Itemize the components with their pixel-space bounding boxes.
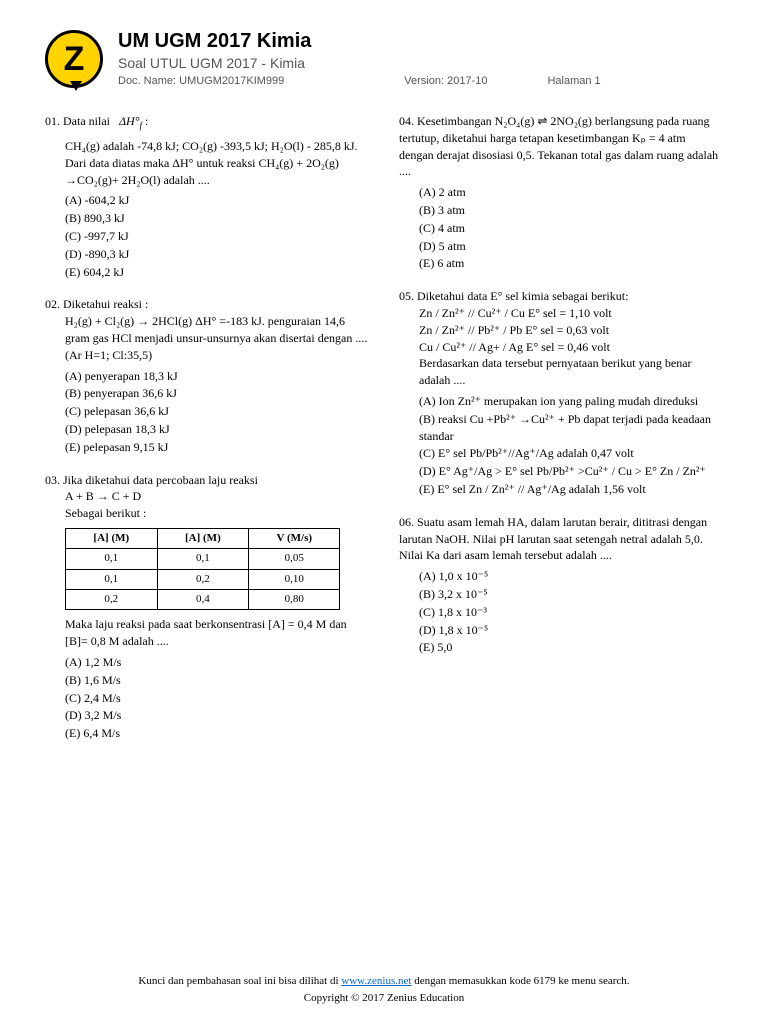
footer-text-b: dengan memasukkan kode 6179 ke menu sear… bbox=[411, 975, 629, 987]
q3-eq: A + B → C + D bbox=[65, 488, 369, 505]
q1-body: CH₄(g) adalah -74,8 kJ; CO₂(g) -393,5 kJ… bbox=[65, 138, 369, 188]
q5-lead: Diketahui data E° sel kimia sebagai beri… bbox=[417, 289, 628, 303]
q2-options: (A) penyerapan 18,3 kJ (B) penyerapan 36… bbox=[65, 368, 369, 456]
q5-opt-a: (A) Ion Zn²⁺ merupakan ion yang paling m… bbox=[419, 393, 723, 410]
q6-opt-c: (C) 1,8 x 10⁻³ bbox=[419, 604, 723, 621]
q6-body: Suatu asam lemah HA, dalam larutan berai… bbox=[399, 515, 707, 563]
q3-opt-a: (A) 1,2 M/s bbox=[65, 654, 369, 671]
q4-opt-e: (E) 6 atm bbox=[419, 255, 723, 272]
question-6: 06. Suatu asam lemah HA, dalam larutan b… bbox=[399, 514, 723, 656]
q6-opt-e: (E) 5,0 bbox=[419, 639, 723, 656]
q2-lead: Diketahui reaksi : bbox=[63, 297, 148, 311]
doc-meta: Doc. Name: UMUGM2017KIM999 Version: 2017… bbox=[118, 75, 611, 87]
q3-table: [A] (M) [A] (M) V (M/s) 0,10,10,05 0,10,… bbox=[65, 528, 340, 611]
question-2: 02. Diketahui reaksi : H₂(g) + Cl₂(g) → … bbox=[45, 296, 369, 455]
q2-body: H₂(g) + Cl₂(g) → 2HCl(g) ΔH° =-183 kJ. p… bbox=[65, 313, 369, 363]
q1-lead: Data nilai bbox=[63, 114, 110, 128]
doc-title: UM UGM 2017 Kimia bbox=[118, 30, 611, 53]
table-row: 0,20,40,80 bbox=[66, 590, 340, 610]
q3-sub: Sebagai berikut : bbox=[65, 505, 369, 522]
table-row: 0,10,10,05 bbox=[66, 549, 340, 569]
doc-subtitle: Soal UTUL UGM 2017 - Kimia bbox=[118, 55, 611, 71]
question-5: 05. Diketahui data E° sel kimia sebagai … bbox=[399, 288, 723, 498]
q2-opt-e: (E) pelepasan 9,15 kJ bbox=[65, 439, 369, 456]
q5-opt-e: (E) E° sel Zn / Zn²⁺ // Ag⁺/Ag adalah 1,… bbox=[419, 481, 723, 498]
q4-options: (A) 2 atm (B) 3 atm (C) 4 atm (D) 5 atm … bbox=[419, 184, 723, 272]
q1-opt-d: (D) -890,3 kJ bbox=[65, 246, 369, 263]
q3-num: 03. bbox=[45, 473, 60, 487]
q4-opt-b: (B) 3 atm bbox=[419, 202, 723, 219]
footer-copyright: Copyright © 2017 Zenius Education bbox=[0, 990, 768, 1007]
q2-opt-d: (D) pelepasan 18,3 kJ bbox=[65, 421, 369, 438]
q2-opt-c: (C) pelepasan 36,6 kJ bbox=[65, 403, 369, 420]
q1-options: (A) -604,2 kJ (B) 890,3 kJ (C) -997,7 kJ… bbox=[65, 192, 369, 280]
q4-opt-a: (A) 2 atm bbox=[419, 184, 723, 201]
q6-opt-d: (D) 1,8 x 10⁻⁵ bbox=[419, 622, 723, 639]
q2-opt-a: (A) penyerapan 18,3 kJ bbox=[65, 368, 369, 385]
q6-opt-a: (A) 1,0 x 10⁻⁵ bbox=[419, 568, 723, 585]
q4-num: 04. bbox=[399, 114, 414, 128]
footer-line1: Kunci dan pembahasan soal ini bisa dilih… bbox=[0, 973, 768, 990]
q1-opt-c: (C) -997,7 kJ bbox=[65, 228, 369, 245]
table-row: 0,10,20,10 bbox=[66, 569, 340, 589]
q6-num: 06. bbox=[399, 515, 414, 529]
q4-opt-c: (C) 4 atm bbox=[419, 220, 723, 237]
q6-options: (A) 1,0 x 10⁻⁵ (B) 3,2 x 10⁻⁵ (C) 1,8 x … bbox=[419, 568, 723, 656]
q5-body2: Berdasarkan data tersebut pernyataan ber… bbox=[419, 355, 723, 389]
q2-num: 02. bbox=[45, 297, 60, 311]
q3-opt-b: (B) 1,6 M/s bbox=[65, 672, 369, 689]
left-column: 01. Data nilai ΔH°f : CH₄(g) adalah -74,… bbox=[45, 113, 369, 758]
th-0: [A] (M) bbox=[66, 528, 158, 548]
q3-options: (A) 1,2 M/s (B) 1,6 M/s (C) 2,4 M/s (D) … bbox=[65, 654, 369, 742]
question-1: 01. Data nilai ΔH°f : CH₄(g) adalah -74,… bbox=[45, 113, 369, 280]
q4-body: Kesetimbangan N₂O₄(g) ⇌ 2NO₂(g) berlangs… bbox=[399, 114, 718, 178]
q1-opt-e: (E) 604,2 kJ bbox=[65, 264, 369, 281]
logo-letter: Z bbox=[64, 40, 85, 79]
page-header: Z UM UGM 2017 Kimia Soal UTUL UGM 2017 -… bbox=[45, 30, 723, 88]
q1-opt-a: (A) -604,2 kJ bbox=[65, 192, 369, 209]
q4-opt-d: (D) 5 atm bbox=[419, 238, 723, 255]
footer-text-a: Kunci dan pembahasan soal ini bisa dilih… bbox=[138, 975, 341, 987]
q5-options: (A) Ion Zn²⁺ merupakan ion yang paling m… bbox=[419, 393, 723, 498]
logo-icon: Z bbox=[45, 30, 103, 88]
th-1: [A] (M) bbox=[157, 528, 249, 548]
footer-link[interactable]: www.zenius.net bbox=[341, 975, 411, 987]
q3-lead: Jika diketahui data percobaan laju reaks… bbox=[63, 473, 258, 487]
doc-page: Halaman 1 bbox=[547, 75, 610, 87]
q3-opt-c: (C) 2,4 M/s bbox=[65, 690, 369, 707]
q5-num: 05. bbox=[399, 289, 414, 303]
content-columns: 01. Data nilai ΔH°f : CH₄(g) adalah -74,… bbox=[45, 113, 723, 758]
q3-opt-d: (D) 3,2 M/s bbox=[65, 707, 369, 724]
q5-l2: Zn / Zn²⁺ // Pb²⁺ / Pb E° sel = 0,63 vol… bbox=[419, 322, 723, 339]
right-column: 04. Kesetimbangan N₂O₄(g) ⇌ 2NO₂(g) berl… bbox=[399, 113, 723, 758]
question-3: 03. Jika diketahui data percobaan laju r… bbox=[45, 472, 369, 743]
q5-opt-d: (D) E° Ag⁺/Ag > E° sel Pb/Pb²⁺ >Cu²⁺ / C… bbox=[419, 463, 723, 480]
delta-h-symbol: ΔH°f bbox=[119, 114, 142, 128]
q5-l3: Cu / Cu²⁺ // Ag+ / Ag E° sel = 0,46 volt bbox=[419, 339, 723, 356]
doc-version: Version: 2017-10 bbox=[404, 75, 487, 87]
page-footer: Kunci dan pembahasan soal ini bisa dilih… bbox=[0, 973, 768, 1006]
q5-l1: Zn / Zn²⁺ // Cu²⁺ / Cu E° sel = 1,10 vol… bbox=[419, 305, 723, 322]
q2-opt-b: (B) penyerapan 36,6 kJ bbox=[65, 385, 369, 402]
q1-num: 01. bbox=[45, 114, 60, 128]
q3-body2: Maka laju reaksi pada saat berkonsentras… bbox=[65, 616, 369, 650]
header-text: UM UGM 2017 Kimia Soal UTUL UGM 2017 - K… bbox=[118, 30, 611, 87]
q3-opt-e: (E) 6,4 M/s bbox=[65, 725, 369, 742]
q5-opt-b: (B) reaksi Cu +Pb²⁺ →Cu²⁺ + Pb dapat ter… bbox=[419, 411, 723, 445]
doc-name: Doc. Name: UMUGM2017KIM999 bbox=[118, 75, 284, 87]
q5-opt-c: (C) E° sel Pb/Pb²⁺//Ag⁺/Ag adalah 0,47 v… bbox=[419, 445, 723, 462]
q6-opt-b: (B) 3,2 x 10⁻⁵ bbox=[419, 586, 723, 603]
q1-opt-b: (B) 890,3 kJ bbox=[65, 210, 369, 227]
table-header-row: [A] (M) [A] (M) V (M/s) bbox=[66, 528, 340, 548]
th-2: V (M/s) bbox=[249, 528, 340, 548]
question-4: 04. Kesetimbangan N₂O₄(g) ⇌ 2NO₂(g) berl… bbox=[399, 113, 723, 272]
